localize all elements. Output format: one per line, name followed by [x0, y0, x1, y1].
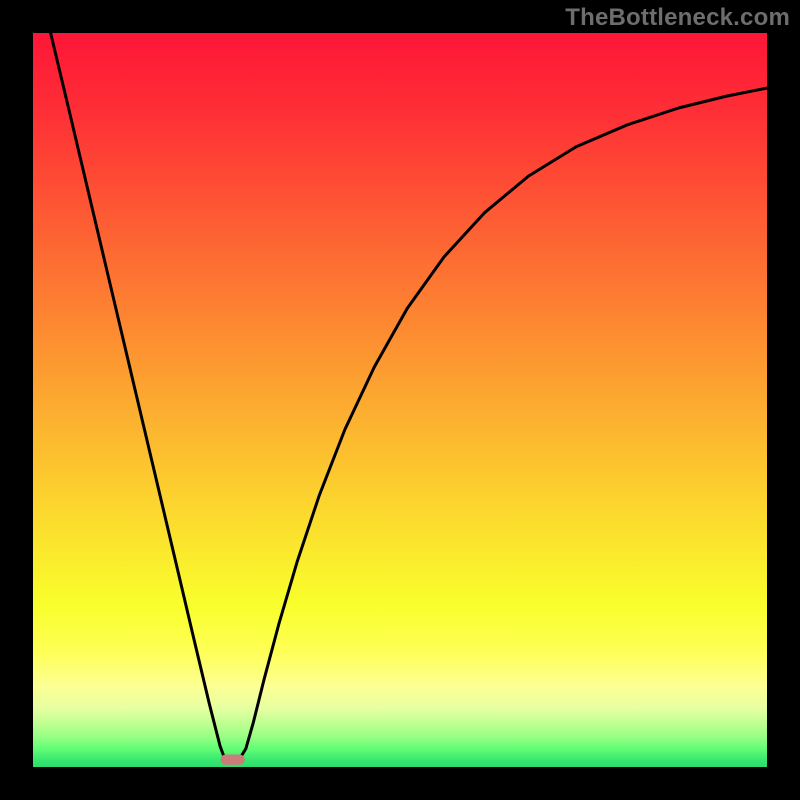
frame: TheBottleneck.com — [0, 0, 800, 800]
watermark-text: TheBottleneck.com — [565, 4, 790, 32]
optimum-marker — [221, 755, 245, 765]
bottleneck-curve — [51, 33, 767, 760]
curve-layer — [33, 33, 767, 767]
plot-area — [33, 33, 767, 767]
